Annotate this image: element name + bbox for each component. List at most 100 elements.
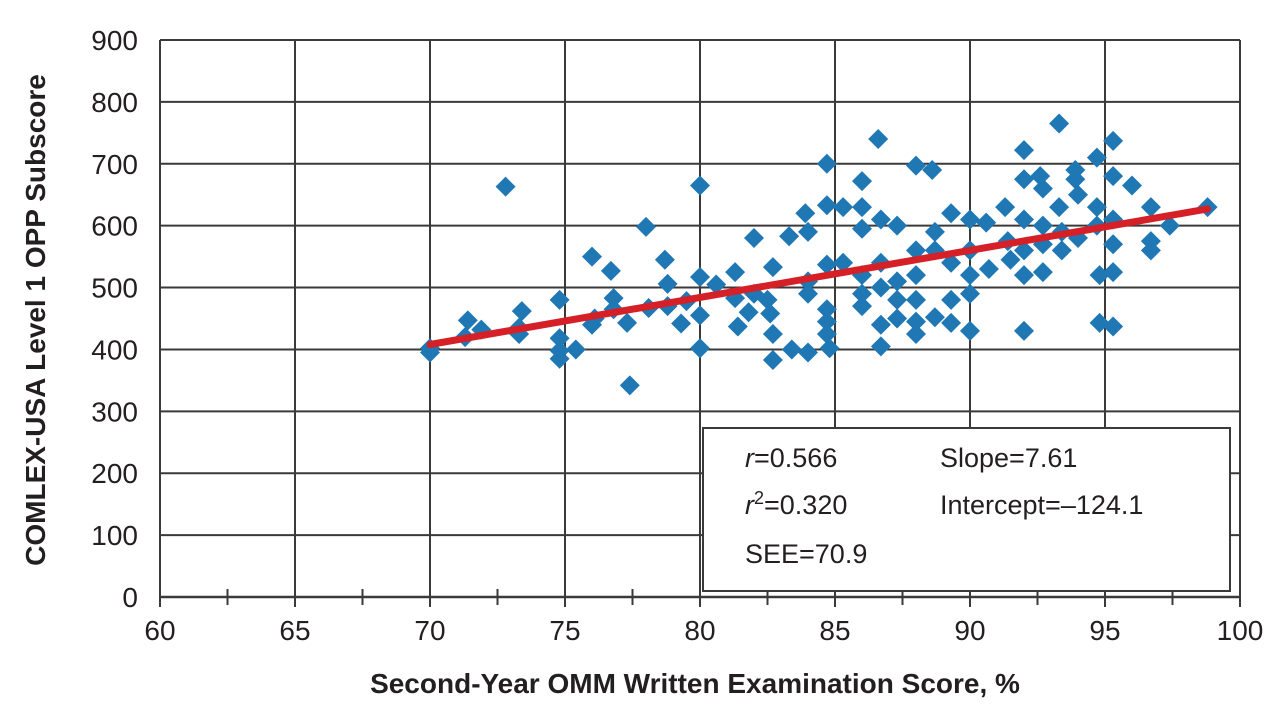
y-tick-labels: 0 100 200 300 400 500 600 700 800 900 [91,25,138,613]
x-tick-label: 100 [1217,615,1264,646]
data-point [1140,197,1161,218]
data-point [816,254,837,275]
data-point [549,348,570,369]
data-point [657,273,678,294]
data-point [922,159,943,180]
data-point [870,277,891,298]
data-point [887,308,908,329]
data-point [1014,265,1034,286]
data-point [1014,169,1034,190]
data-point [960,265,980,286]
x-tick-label: 90 [954,615,985,646]
data-point [1086,147,1107,168]
x-tick-label: 65 [279,615,310,646]
data-point [757,289,778,310]
data-point [690,267,710,288]
data-point [603,288,624,309]
data-point [941,312,962,333]
y-tick-label: 100 [91,520,138,551]
data-point [511,301,532,322]
data-point [852,171,872,192]
stats-box: r=0.566 r2=0.320 SEE=70.9 Slope=7.61 Int… [702,427,1231,592]
data-point [906,311,926,332]
data-point [816,195,837,216]
y-tick-label: 500 [91,273,138,304]
x-tick-label: 80 [684,615,715,646]
data-point [1014,320,1034,341]
x-tick-label: 95 [1089,615,1120,646]
data-point [779,226,800,247]
data-point [1103,234,1124,255]
data-point [762,349,783,370]
data-point [738,302,759,323]
data-point [725,262,746,283]
data-point [1086,197,1107,218]
x-tick-labels: 60 65 70 75 80 85 90 95 100 [144,615,1263,646]
data-point [816,153,837,174]
data-point [495,176,516,197]
data-point [924,307,945,328]
data-point [1032,262,1053,283]
data-point [1065,169,1086,190]
stat-slope: Slope=7.61 [940,443,1077,473]
data-point [941,289,962,310]
stat-r-squared: r2=0.320 [745,488,847,520]
data-point [816,299,837,320]
data-point [960,209,980,230]
data-point [833,252,854,273]
y-axis-title: COMLEX-USA Level 1 OPP Subscore [20,74,51,566]
data-point [690,305,710,326]
data-point [654,249,675,270]
data-point [1103,166,1124,187]
data-point [1049,113,1070,134]
data-point [565,339,586,360]
data-point [852,197,872,218]
data-point [833,197,854,218]
data-point [1089,265,1110,286]
data-point [852,296,872,317]
data-point [1049,197,1070,218]
data-point [870,336,891,357]
data-point [760,303,781,324]
x-axis-title: Second-Year OMM Written Examination Scor… [370,668,1020,699]
data-point [798,221,818,242]
data-point [870,314,891,335]
data-point [1014,240,1034,261]
y-tick-label: 800 [91,87,138,118]
data-point [887,289,908,310]
data-point [1140,240,1161,261]
data-point [960,320,980,341]
data-point [617,312,638,333]
data-point [795,203,816,224]
y-tick-label: 300 [91,396,138,427]
data-point [1000,249,1021,270]
data-point [1032,215,1053,236]
stat-see: SEE=70.9 [745,539,867,569]
stat-r: r=0.566 [745,443,837,473]
data-point [600,260,621,281]
data-point [798,342,818,363]
y-tick-label: 700 [91,149,138,180]
data-point [819,338,840,359]
data-point [960,283,980,304]
data-point [1068,184,1088,205]
data-point [619,375,640,396]
data-point [1159,215,1180,236]
data-point [906,155,926,176]
data-point [1014,209,1034,230]
data-point [727,316,748,337]
data-points [420,113,1218,396]
data-point [941,252,962,273]
y-tick-label: 0 [122,582,138,613]
data-point [976,212,997,233]
data-point [1032,178,1053,199]
data-point [457,310,478,331]
x-tick-label: 75 [549,615,580,646]
data-point [762,257,783,278]
data-point [1051,240,1072,261]
data-point [816,311,837,332]
data-point [852,283,872,304]
data-point [941,203,962,224]
data-point [690,175,710,196]
